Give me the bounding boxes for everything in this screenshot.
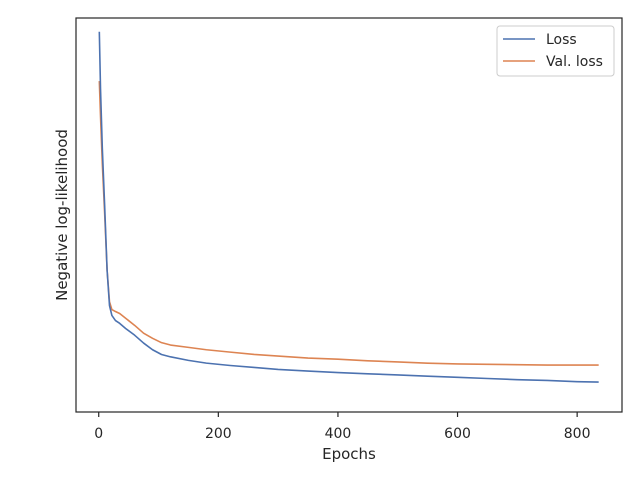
legend-label-val-loss: Val. loss (546, 54, 603, 70)
x-tick-label: 0 (94, 426, 103, 442)
series-line-loss (98, 31, 599, 383)
x-tick-label: 600 (444, 426, 471, 442)
legend-label-loss: Loss (546, 32, 577, 48)
x-tick-label: 200 (205, 426, 232, 442)
series-line-val-loss (98, 81, 599, 366)
x-axis-ticks: 0 200 400 600 800 (94, 412, 591, 442)
x-tick-label: 400 (325, 426, 352, 442)
y-axis-label: Negative log-likelihood (53, 129, 71, 301)
plot-frame (75, 17, 623, 413)
series-group (98, 31, 599, 383)
x-tick-label: 800 (564, 426, 591, 442)
x-axis-label: Epochs (322, 445, 376, 463)
legend: Loss Val. loss (496, 25, 615, 77)
